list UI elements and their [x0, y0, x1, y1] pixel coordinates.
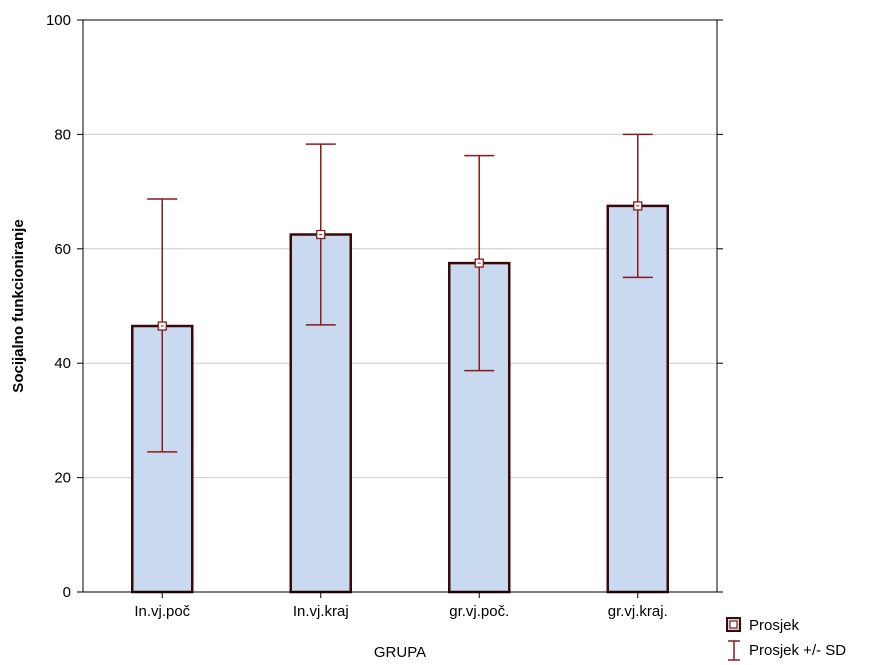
x-tick-label: In.vj.poč — [134, 603, 190, 620]
y-tick-label: 80 — [54, 126, 71, 143]
y-tick-label: 0 — [63, 584, 71, 601]
y-tick-label: 60 — [54, 241, 71, 258]
x-tick-label: gr.vj.poč. — [449, 603, 509, 620]
y-tick-label: 100 — [46, 12, 71, 29]
legend-label-sd: Prosjek +/- SD — [749, 642, 846, 659]
bars — [131, 204, 669, 594]
y-tick-label: 40 — [54, 355, 71, 372]
legend-label-mean: Prosjek — [749, 617, 800, 634]
x-axis-label: GRUPA — [374, 644, 426, 661]
legend-mean-marker — [729, 620, 738, 629]
error-bars — [147, 133, 653, 453]
legend: Prosjek Prosjek +/- SD — [726, 617, 846, 661]
y-axis-label: Socijalno funkcioniranje — [10, 219, 27, 392]
x-tick-label: In.vj.kraj — [293, 603, 349, 620]
x-tick-label: gr.vj.kraj. — [608, 603, 668, 620]
y-ticks: 0 20 40 60 80 100 — [46, 12, 723, 601]
x-ticks: In.vj.poč In.vj.kraj gr.vj.poč. gr.vj.kraj. — [134, 592, 668, 620]
mean-markers — [157, 201, 643, 331]
y-tick-label: 20 — [54, 470, 71, 487]
plot-frame — [82, 19, 718, 593]
